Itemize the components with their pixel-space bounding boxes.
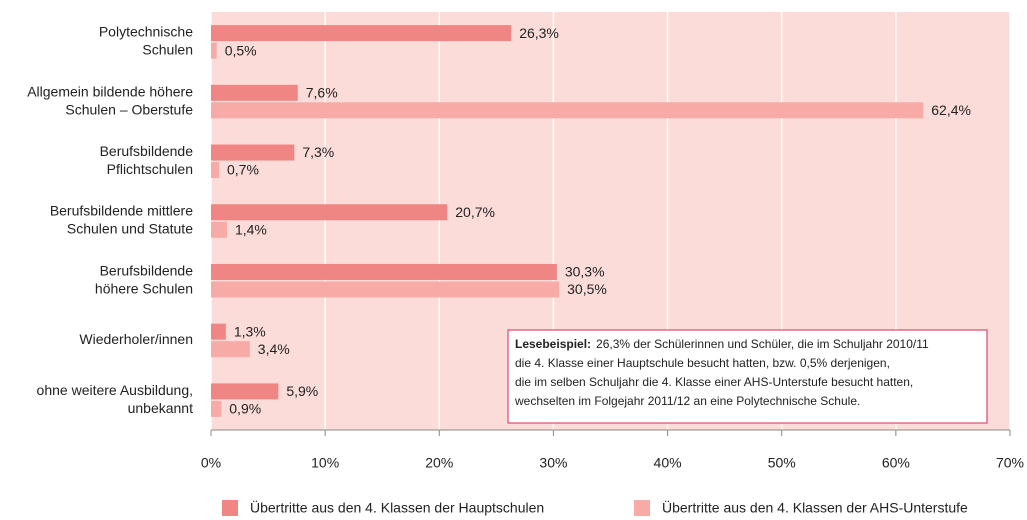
value-label: 30,5%: [567, 281, 607, 297]
y-tick-label: Berufsbildende mittlere: [50, 203, 193, 219]
x-tick-label: 0%: [201, 455, 221, 471]
x-tick-label: 70%: [996, 455, 1024, 471]
y-tick-label: ohne weitere Ausbildung,: [37, 382, 193, 398]
y-tick-label: Berufsbildende: [100, 262, 194, 278]
y-tick-label: Pflichtschulen: [107, 161, 193, 177]
annotation-line: die im selben Schuljahr die 4. Klasse ei…: [515, 375, 913, 389]
value-label: 0,9%: [229, 401, 261, 417]
annotation-label: Lesebeispiel:: [515, 337, 591, 351]
bar: [211, 281, 560, 298]
bar: [211, 263, 557, 280]
y-tick-label: Polytechnische: [99, 24, 193, 40]
y-tick-label: Wiederholer/innen: [79, 331, 193, 347]
value-label: 7,6%: [306, 85, 338, 101]
value-label: 26,3%: [519, 25, 559, 41]
x-tick-label: 50%: [768, 455, 796, 471]
y-tick-label: Schulen und Statute: [67, 221, 193, 237]
value-label: 1,3%: [234, 323, 266, 339]
legend-label: Übertritte aus den 4. Klassen der AHS-Un…: [662, 499, 968, 516]
value-label: 0,5%: [225, 42, 257, 58]
bar: [211, 84, 298, 101]
y-tick-label: Schulen – Oberstufe: [65, 101, 193, 117]
value-label: 20,7%: [455, 204, 495, 220]
value-label: 62,4%: [931, 102, 971, 118]
bar: [211, 323, 226, 340]
y-tick-label: Berufsbildende: [100, 143, 194, 159]
value-label: 1,4%: [235, 221, 267, 237]
annotation-line: die 4. Klasse einer Hauptschule besucht …: [515, 356, 890, 370]
y-tick-label: Allgemein bildende höhere: [27, 83, 193, 99]
bar: [211, 383, 279, 400]
annotation-box: [507, 329, 988, 424]
y-tick-label: Schulen: [142, 42, 193, 58]
y-tick-label: höhere Schulen: [95, 280, 193, 296]
bar: [211, 102, 924, 119]
legend-label: Übertritte aus den 4. Klassen der Haupts…: [250, 499, 544, 516]
bar: [211, 25, 512, 42]
legend-swatch: [222, 500, 238, 516]
annotation-line: wechselten im Folgejahr 2011/12 an eine …: [514, 394, 860, 408]
bar: [211, 144, 295, 161]
bar: [211, 400, 222, 417]
x-tick-label: 30%: [539, 455, 567, 471]
bar: [211, 42, 217, 59]
bar: [211, 221, 227, 238]
bar: [211, 162, 219, 179]
bar: [211, 341, 250, 358]
value-label: 0,7%: [227, 162, 259, 178]
legend-swatch: [634, 500, 650, 516]
x-tick-label: 20%: [425, 455, 453, 471]
value-label: 5,9%: [286, 383, 318, 399]
value-label: 7,3%: [302, 144, 334, 160]
annotation: Lesebeispiel: 26,3% der Schülerinnen und …: [515, 337, 929, 351]
x-tick-label: 40%: [654, 455, 682, 471]
annotation-line: 26,3% der Schülerinnen und Schüler, die …: [596, 337, 929, 351]
y-tick-label: unbekannt: [128, 400, 194, 416]
value-label: 3,4%: [258, 341, 290, 357]
x-tick-label: 60%: [882, 455, 910, 471]
x-tick-label: 10%: [311, 455, 339, 471]
value-label: 30,3%: [565, 264, 605, 280]
bar: [211, 204, 448, 221]
